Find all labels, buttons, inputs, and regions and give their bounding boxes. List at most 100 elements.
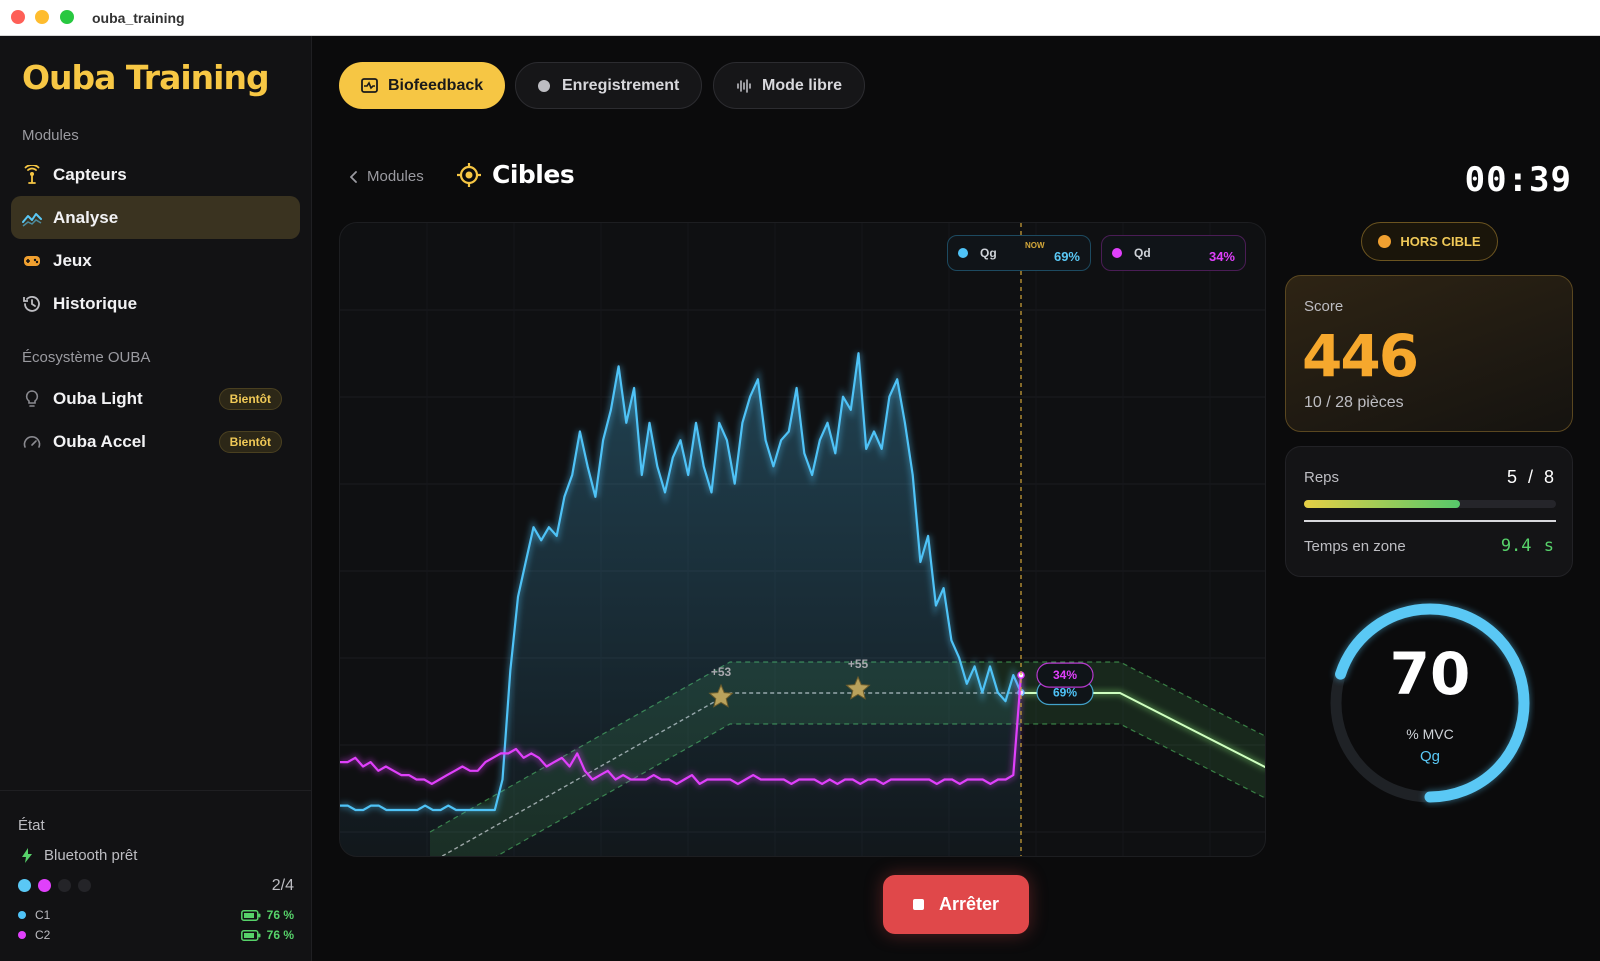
- zone-time-value: 9.4 s: [1500, 536, 1554, 556]
- sidebar-item-label: Ouba Light: [53, 388, 143, 408]
- end-value-tag-qd: 34%: [1036, 662, 1094, 688]
- chart-svg: 69% 34% +53 +55: [340, 223, 1265, 856]
- channel-row-c2: C2 76 %: [18, 928, 294, 942]
- bluetooth-status: Bluetooth prêt: [22, 847, 137, 864]
- series-line-qd: [340, 675, 1023, 785]
- end-value-tag-bg: [1036, 662, 1094, 688]
- close-window-button[interactable]: [11, 10, 25, 24]
- bolt-icon: [22, 848, 32, 863]
- star-marker: [708, 683, 734, 708]
- window-title: ouba_training: [92, 10, 185, 26]
- reps-progress-fill: [1304, 500, 1461, 508]
- sensor-icon: [22, 164, 42, 185]
- channel-name: C2: [35, 928, 51, 942]
- reps-progress-bar: [1304, 500, 1556, 508]
- biofeedback-icon: [361, 78, 378, 93]
- coming-soon-badge: Bientôt: [218, 387, 282, 410]
- chart-series: [340, 352, 1025, 856]
- modules-section-label: Modules: [22, 127, 79, 144]
- legend-name: Qd: [1134, 246, 1151, 260]
- star-score-label: +53: [711, 665, 732, 679]
- score-value: 446: [1302, 322, 1419, 390]
- coming-soon-badge: Bientôt: [218, 430, 282, 453]
- channel-name: C1: [35, 908, 51, 922]
- sensor-slot-3: [58, 879, 71, 892]
- lightbulb-icon: [22, 389, 42, 409]
- sidebar-item-label: Historique: [53, 293, 138, 313]
- tab-label: Biofeedback: [388, 76, 484, 94]
- target-status-badge: HORS CIBLE: [1361, 222, 1498, 261]
- legend-qd: Qd 34%: [1101, 235, 1246, 271]
- divider: [1304, 520, 1556, 522]
- page-title-text: Cibles: [492, 160, 575, 189]
- page-title: Cibles: [456, 160, 575, 189]
- tab-label: Enregistrement: [562, 76, 680, 94]
- tab-biofeedback[interactable]: Biofeedback: [339, 62, 506, 109]
- tab-enregistrement[interactable]: Enregistrement: [515, 62, 703, 109]
- legend-value: 69%: [1053, 248, 1080, 264]
- battery-status: 76 %: [240, 928, 294, 942]
- maximize-window-button[interactable]: [60, 10, 74, 24]
- series-area-qg: [340, 353, 1021, 856]
- minimize-window-button[interactable]: [35, 10, 49, 24]
- history-icon: [22, 294, 42, 314]
- sidebar-item-historique[interactable]: Historique: [11, 282, 300, 325]
- sidebar-item-ouba-accel[interactable]: Ouba Accel Bientôt: [11, 420, 300, 463]
- status-dot: [1378, 235, 1392, 248]
- status-text: HORS CIBLE: [1400, 234, 1481, 249]
- legend-name: Qg: [980, 246, 997, 260]
- battery-status: 76 %: [240, 908, 294, 922]
- battery-level: 76 %: [266, 928, 294, 942]
- sensor-slot-1: [18, 879, 31, 892]
- battery-icon: [240, 929, 261, 941]
- sensor-slot-4: [78, 879, 91, 892]
- ecosystem-section-label: Écosystème OUBA: [22, 349, 151, 366]
- bluetooth-status-text: Bluetooth prêt: [44, 847, 138, 864]
- state-title: État: [18, 817, 45, 834]
- chevron-left-icon: [350, 170, 358, 183]
- score-label: Score: [1304, 298, 1344, 315]
- gauge-icon: [22, 432, 42, 452]
- stop-button[interactable]: Arrêter: [883, 875, 1029, 934]
- star-marker: [845, 675, 871, 700]
- chart-line-icon: [22, 208, 42, 228]
- sensor-slots: [18, 879, 91, 892]
- waveform-icon: [736, 78, 752, 93]
- sidebar-item-ouba-light[interactable]: Ouba Light Bientôt: [11, 377, 300, 420]
- gauge-unit: % MVC: [1406, 726, 1454, 742]
- record-dot-icon: [538, 79, 550, 92]
- gamepad-icon: [22, 251, 42, 271]
- legend-value: 34%: [1208, 248, 1235, 264]
- star-score-label: +55: [848, 657, 869, 671]
- sensor-count: 2/4: [271, 877, 294, 894]
- target-icon: [456, 162, 482, 188]
- window-titlebar: ouba_training: [0, 0, 1600, 36]
- chart-marks: 69% 34% +53 +55: [708, 223, 1094, 856]
- sidebar-item-jeux[interactable]: Jeux: [11, 239, 300, 282]
- channel-color-dot: [18, 911, 26, 919]
- device-state-panel: État Bluetooth prêt 2/4 C1 76 % C2: [0, 790, 312, 961]
- reps-card: Reps 5 / 8 Temps en zone 9.4 s: [1285, 446, 1573, 577]
- legend-dot: [958, 248, 968, 258]
- gauge-ring: [1329, 602, 1531, 804]
- sidebar-item-analyse[interactable]: Analyse: [11, 196, 300, 239]
- gauge-value: 70: [1389, 640, 1471, 708]
- score-card: Score 446 10 / 28 pièces: [1285, 275, 1573, 432]
- channel-row-c1: C1 76 %: [18, 908, 294, 922]
- stop-button-label: Arrêter: [938, 894, 1000, 914]
- target-band-area: [430, 662, 1265, 856]
- emg-chart: 69% 34% +53 +55 Qg NOW 69% Qd 34%: [339, 222, 1266, 857]
- score-pieces: 10 / 28 pièces: [1304, 394, 1404, 411]
- tab-mode-libre[interactable]: Mode libre: [713, 62, 866, 109]
- sidebar-item-label: Jeux: [53, 250, 92, 270]
- series-line-qg: [340, 352, 1023, 812]
- end-value-tag-text: 34%: [1053, 668, 1077, 682]
- stop-icon: [912, 899, 924, 910]
- reps-value: 5 / 8: [1506, 467, 1554, 487]
- battery-level: 76 %: [266, 908, 294, 922]
- sidebar-item-capteurs[interactable]: Capteurs: [11, 153, 300, 196]
- breadcrumb-back[interactable]: Modules: [350, 168, 424, 185]
- breadcrumb-label: Modules: [367, 168, 424, 185]
- app-logo: Ouba Training: [22, 58, 270, 97]
- mvc-gauge: 70 % MVC Qg: [1325, 598, 1535, 808]
